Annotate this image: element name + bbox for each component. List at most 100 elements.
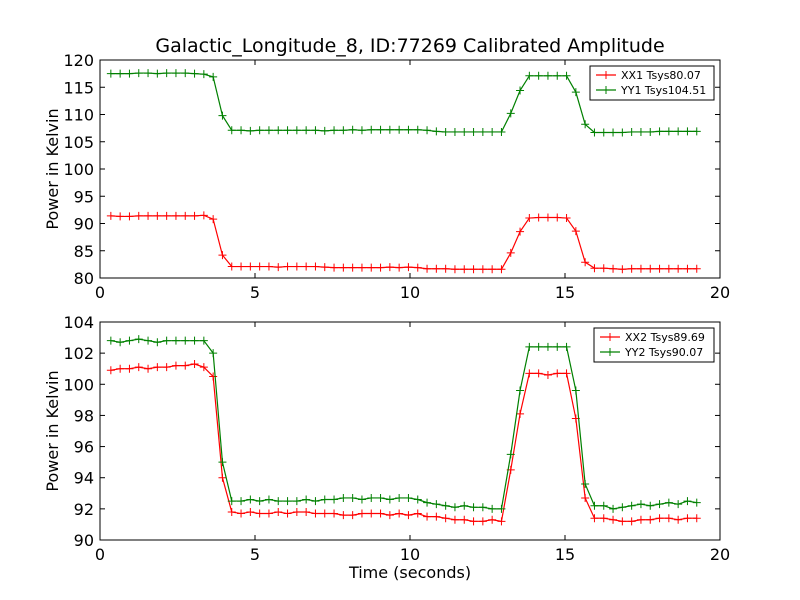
x-tick-label: 15 [555,283,575,302]
data-point [227,507,236,516]
data-point [692,514,701,523]
x-tick-label: 20 [710,545,730,564]
legend-label: XX1 Tsys80.07 [621,69,701,82]
data-point [320,126,329,135]
data-point [646,264,655,273]
data-point [432,264,441,273]
data-point [116,69,125,78]
data-point [255,497,264,506]
data-point [106,366,115,375]
x-tick-label: 5 [250,283,260,302]
data-point [320,263,329,272]
data-point [162,336,171,345]
y-tick-label: 110 [63,106,94,125]
data-point [190,360,199,369]
x-tick-label: 10 [400,283,420,302]
data-point [162,363,171,372]
data-point [581,493,590,502]
top-panel: 0 5 10 15 20 80 85 90 95 100 105 110 115 120 Power in … [43,51,730,302]
x-tick-label: 0 [95,545,105,564]
data-point [181,336,190,345]
data-point [209,372,218,381]
data-point [385,125,394,134]
data-point [525,71,534,80]
data-point [636,515,645,524]
data-point [497,517,506,526]
data-point [488,265,497,274]
data-point [302,507,311,516]
data-point [246,262,255,271]
x-tick-label: 20 [710,283,730,302]
data-point [227,262,236,271]
data-point [441,501,450,510]
data-point [692,264,701,273]
data-point [218,251,227,260]
legend-box [589,65,715,101]
data-point [674,515,683,524]
data-point [516,86,525,95]
data-point [627,517,636,526]
y-tick-label: 100 [63,160,94,179]
data-point [171,336,180,345]
data-point [144,69,153,78]
data-point [432,512,441,521]
data-point [609,504,618,513]
data-point [237,497,246,506]
series-line-xx1 [110,214,697,270]
data-point [683,497,692,506]
data-point [134,69,143,78]
data-point [469,517,478,526]
data-point [283,509,292,518]
data-point [153,363,162,372]
data-point [609,515,618,524]
data-point [125,69,134,78]
data-point [395,493,404,502]
data-point [357,126,366,135]
data-point [423,264,432,273]
y-tick-label: 104 [63,313,94,332]
data-point [237,262,246,271]
data-point [264,495,273,504]
data-point [664,264,673,273]
data-point [311,262,320,271]
data-point [478,265,487,274]
data-point [385,263,394,272]
data-point [302,262,311,271]
data-point [683,264,692,273]
data-point [460,515,469,524]
data-point [469,503,478,512]
data-point [581,479,590,488]
data-point [134,211,143,220]
legend-marker [602,71,610,79]
data-point [618,503,627,512]
data-point [497,504,506,513]
data-point [506,248,515,257]
data-point [125,364,134,373]
data-point [460,501,469,510]
y-tick-label: 90 [74,531,94,550]
data-point [609,128,618,137]
data-point [218,458,227,467]
data-point [395,509,404,518]
data-point [460,265,469,274]
data-point [330,509,339,518]
series-line-yy1 [110,72,697,134]
data-point [488,127,497,136]
data-point [339,511,348,520]
data-point [469,265,478,274]
data-point [488,504,497,513]
legend-label: XX2 Tsys89.69 [625,331,705,344]
data-point [274,263,283,272]
y-tick-label: 96 [74,438,94,457]
data-point [367,125,376,134]
data-point [646,515,655,524]
data-point [618,517,627,526]
data-point [525,369,534,378]
data-point [106,69,115,78]
data-point [171,211,180,220]
data-point [450,503,459,512]
data-point [255,262,264,271]
data-point [627,264,636,273]
data-point [543,213,552,222]
data-point [237,126,246,135]
